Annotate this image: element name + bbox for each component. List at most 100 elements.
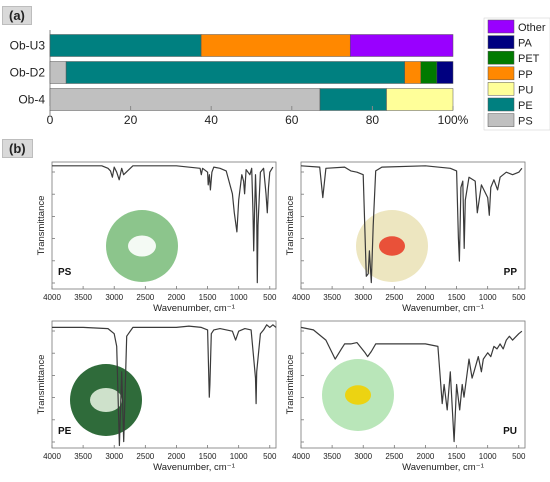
bar-x-tick-label-0: 0 [47,113,54,127]
spectrum-label-pe: PE [58,426,72,437]
spectrum-x-tick-label-pp-2000: 2000 [417,293,435,302]
spectrum-ylabel-pe: Transmittance [36,355,47,415]
bar-segment-ob-u3-other [349,34,454,57]
legend-swatch-pu [487,82,515,96]
spectrum-x-tick-label-pp-3000: 3000 [354,293,372,302]
bar-category-label-ob-u3: Ob-U3 [10,39,46,53]
bar-x-tick-label-40: 40 [205,113,219,127]
spectrum-x-tick-label-pe-500: 500 [263,452,277,461]
spectrum-x-tick-label-pu-3000: 3000 [354,452,372,461]
bar-segment-ob-u3-pp [200,34,351,57]
spectrum-line-pp [300,165,523,284]
spectrum-x-tick-label-pu-4000: 4000 [292,452,310,461]
legend-label-pe: PE [518,100,533,112]
spectrum-x-tick-label-ps-2000: 2000 [168,293,186,302]
spectrum-x-tick-label-ps-1500: 1500 [199,293,217,302]
spectrum-x-tick-label-pp-500: 500 [512,293,526,302]
spectrum-x-tick-label-pu-1000: 1000 [479,452,497,461]
spectrum-label-pp: PP [504,267,518,278]
bar-category-label-ob-d2: Ob-D2 [10,66,46,80]
legend-swatch-pe [487,97,515,112]
legend-label-pa: PA [518,38,533,50]
bar-legend: Other PA PET PP PU PE PS [483,17,550,131]
spectrum-ylabel-ps: Transmittance [36,196,47,256]
legend-label-pu: PU [518,84,533,96]
spectrum-x-tick-label-pe-3000: 3000 [105,452,123,461]
bar-x-tick-label-80: 80 [366,113,380,127]
legend-swatch-pet [487,50,515,65]
spectrum-x-tick-label-pu-3500: 3500 [323,452,341,461]
legend-swatch-pa [487,35,515,49]
spectrum-frame-ps [51,161,277,290]
bar-category-label-ob-4: Ob-4 [18,93,45,107]
legend-label-ps: PS [518,116,533,128]
panel-label-b: (b) [2,139,33,158]
bar-segment-ob-d2-pp [404,61,422,84]
spectrum-label-pu: PU [503,426,517,437]
spectrum-x-tick-label-pe-4000: 4000 [43,452,61,461]
bar-segment-ob-d2-pe [65,61,405,84]
sample-particle-pu [345,385,371,405]
spectrum-xlabel-ps: Wavenumber, cm⁻¹ [153,303,235,314]
sample-particle-ps [128,235,156,257]
spectrum-x-tick-label-pp-1000: 1000 [479,293,497,302]
spectrum-line-pu [300,326,523,443]
spectrum-ylabel-pp: Transmittance [285,196,296,256]
legend-swatch-other [487,19,515,34]
spectrum-panel-pp: 4000 3500 3000 2500 2000 1500 1000 500 Wavenumbe… [285,161,526,314]
spectrum-xlabel-pu: Wavenumber, cm⁻¹ [402,462,484,473]
spectrum-x-tick-label-pp-1500: 1500 [448,293,466,302]
sample-particle-pp [379,236,405,256]
bar-x-tick-label-60: 60 [285,113,299,127]
bar-segment-ob-d2-ps [49,61,67,84]
spectrum-line-ps [52,165,274,284]
stacked-bar-chart: Ob-U3 Ob-D2 Ob-40 20 40 60 80 100% [10,30,469,127]
spectrum-x-tick-label-ps-4000: 4000 [43,293,61,302]
spectrum-panel-ps: 4000 3500 3000 2500 2000 1500 1000 500 Wavenumbe… [36,161,277,314]
legend-label-other: Other [518,22,546,34]
spectrum-x-tick-label-pe-1500: 1500 [199,452,217,461]
spectrum-x-tick-label-pu-1500: 1500 [448,452,466,461]
spectrum-x-tick-label-pu-2000: 2000 [417,452,435,461]
spectrum-x-tick-label-pu-500: 500 [512,452,526,461]
spectrum-x-tick-label-pe-3500: 3500 [74,452,92,461]
spectrum-x-tick-label-ps-1000: 1000 [230,293,248,302]
spectrum-x-tick-label-pe-2500: 2500 [136,452,154,461]
panel-label-a: (a) [2,6,32,25]
spectrum-line-pe [52,324,277,447]
spectrum-xlabel-pe: Wavenumber, cm⁻¹ [153,462,235,473]
spectrum-x-tick-label-pe-2000: 2000 [168,452,186,461]
bar-segment-ob-4-pe [319,88,387,111]
spectrum-x-tick-label-ps-500: 500 [263,293,277,302]
bar-segment-ob-u3-pe [49,34,202,57]
legend-label-pet: PET [518,53,540,65]
spectrum-xlabel-pp: Wavenumber, cm⁻¹ [402,303,484,314]
spectrum-x-tick-label-ps-2500: 2500 [136,293,154,302]
bar-segment-ob-d2-pet [420,61,438,84]
bar-segment-ob-d2-pa [436,61,454,84]
bar-segment-ob-4-ps [49,88,321,111]
spectrum-x-tick-label-pp-2500: 2500 [385,293,403,302]
spectrum-x-tick-label-pp-4000: 4000 [292,293,310,302]
sample-particle-pe [90,388,122,412]
spectrum-x-tick-label-pp-3500: 3500 [323,293,341,302]
legend-label-pp: PP [518,69,533,81]
spectrum-x-tick-label-ps-3000: 3000 [105,293,123,302]
legend-swatch-pp [487,66,515,81]
legend-swatch-ps [487,113,515,127]
bar-segment-ob-4-pu [386,88,454,111]
spectrum-frame-pp [300,161,526,290]
spectrum-panel-pe: 4000 3500 3000 2500 2000 1500 1000 500 Wavenumbe… [36,320,277,473]
spectrum-frame-pe [51,320,277,449]
bar-x-tick-label-20: 20 [124,113,138,127]
spectrum-label-ps: PS [58,267,72,278]
bar-x-tick-label-100: 100% [438,113,469,127]
spectrum-panel-pu: 4000 3500 3000 2500 2000 1500 1000 500 Wavenumbe… [285,320,526,473]
spectrum-x-tick-label-pu-2500: 2500 [385,452,403,461]
ftir-spectra: 4000 3500 3000 2500 2000 1500 1000 500 Wavenumbe… [36,161,526,473]
spectrum-frame-pu [300,320,526,449]
spectrum-x-tick-label-pe-1000: 1000 [230,452,248,461]
spectrum-ylabel-pu: Transmittance [285,355,296,415]
spectrum-x-tick-label-ps-3500: 3500 [74,293,92,302]
